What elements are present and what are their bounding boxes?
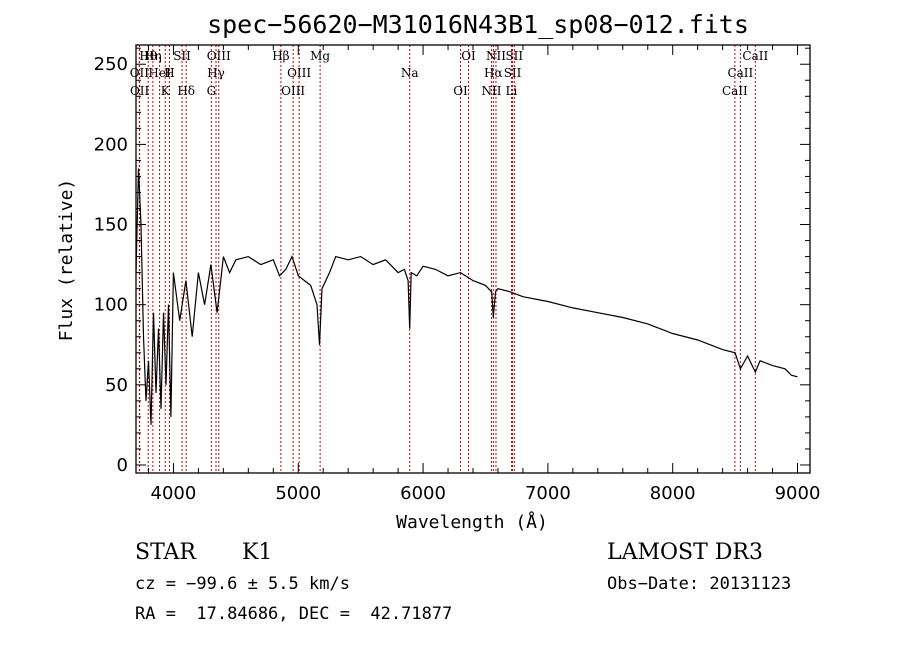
line-label-10: Hγ: [207, 66, 225, 80]
line-label-22: SII: [504, 66, 522, 80]
y-tick-label: 250: [94, 54, 128, 75]
line-label-0: Hθ: [139, 49, 157, 63]
object-class: STAR: [135, 540, 196, 565]
line-label-21: NII: [486, 49, 506, 63]
x-tick-label: 8000: [650, 483, 696, 504]
line-label-27: CaII: [742, 49, 768, 63]
spectral-line-labels: Hθ OII OII Hη HeI K SII HHδ OIII Hγ G Hβ OIII OIII Mg N…: [130, 49, 769, 98]
line-label-12: Hβ: [272, 49, 289, 63]
y-tick-label: 0: [117, 455, 128, 476]
object-subclass: K1: [242, 540, 273, 565]
line-label-3: Hη: [144, 49, 162, 63]
line-label-15: Mg: [310, 49, 330, 63]
line-label-19: Hα: [484, 66, 503, 80]
x-tick-label: 6000: [400, 483, 446, 504]
y-axis-label: Flux (relative): [56, 179, 77, 342]
line-label-14: OIII: [281, 84, 305, 98]
y-tick-label: 150: [94, 215, 128, 236]
line-label-13: OIII: [287, 66, 311, 80]
spectrum-chart: spec−56620−M31016N43B1_sp08−012.fits 400…: [56, 10, 821, 533]
chart-title: spec−56620−M31016N43B1_sp08−012.fits: [207, 10, 749, 39]
line-label-6: SII: [173, 49, 191, 63]
line-label-24: SII: [505, 49, 523, 63]
line-label-18: OI: [461, 49, 476, 63]
x-tick-label: 7000: [525, 483, 571, 504]
line-label-5: K: [161, 84, 171, 98]
line-label-1: OII: [130, 66, 150, 80]
line-label-9: OIII: [207, 49, 231, 63]
x-tick-label: 9000: [775, 483, 821, 504]
y-tick-label: 100: [94, 295, 128, 316]
line-label-16: Na: [401, 66, 419, 80]
line-label-26: CaII: [722, 84, 748, 98]
observation-date: Obs−Date: 20131123: [607, 574, 792, 594]
survey-name: LAMOST DR3: [607, 540, 763, 565]
line-label-25: CaII: [727, 66, 753, 80]
y-tick-label: 50: [105, 375, 128, 396]
spectral-line-markers: [138, 45, 756, 473]
spectrum-series-line: [135, 168, 798, 425]
x-axis-label: Wavelength (Å): [396, 511, 548, 533]
line-label-20: NII: [481, 84, 501, 98]
line-label-2: OII: [130, 84, 150, 98]
x-tick-label: 4000: [151, 483, 197, 504]
line-label-17: OI: [453, 84, 468, 98]
line-label-4: HeI: [148, 66, 171, 80]
line-label-23: Li: [506, 84, 518, 98]
line-label-11: G: [207, 84, 217, 98]
ra-dec: RA = 17.84686, DEC = 42.71877: [135, 604, 453, 624]
line-label-7: H: [164, 66, 174, 80]
redshift-cz: cz = −99.6 ± 5.5 km/s: [135, 574, 350, 594]
y-tick-label: 200: [94, 134, 128, 155]
axis-ticks: 4000 5000 6000 7000 8000 9000 0 50 100 150 200 250: [94, 45, 821, 504]
x-tick-label: 5000: [275, 483, 321, 504]
line-label-8: Hδ: [177, 84, 195, 98]
